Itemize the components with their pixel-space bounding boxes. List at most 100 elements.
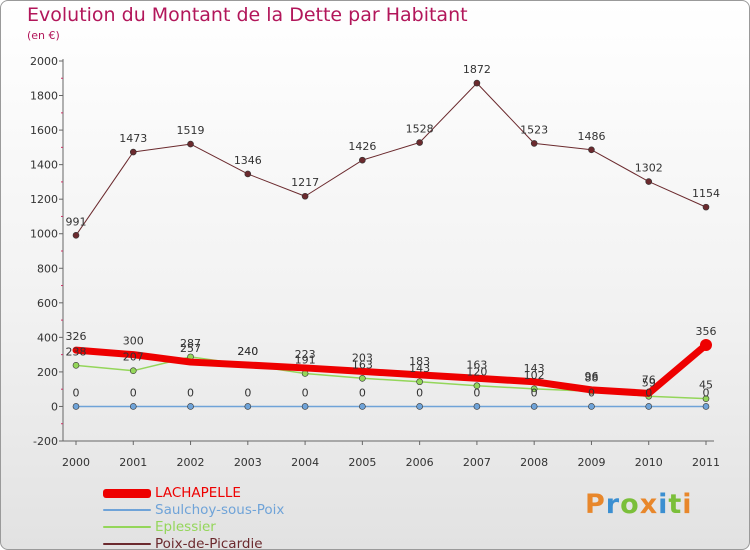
data-label-saulchoy-sous-poix: 0	[187, 386, 194, 399]
data-label-lachapelle: 76	[642, 373, 656, 386]
logo-letter: i	[658, 489, 669, 520]
data-point-poix-de-picardie	[473, 79, 481, 87]
data-label-poix-de-picardie: 1154	[692, 187, 720, 200]
data-point-saulchoy-sous-poix	[129, 403, 137, 410]
data-label-lachapelle: 356	[696, 325, 717, 338]
data-label-eplessier: 287	[180, 337, 201, 350]
data-point-eplessier	[530, 385, 538, 393]
data-label-eplessier: 59	[642, 376, 656, 389]
data-label-poix-de-picardie: 1426	[348, 140, 376, 153]
data-point-poix-de-picardie	[359, 156, 366, 164]
data-point-poix-de-picardie	[129, 148, 137, 156]
data-label-saulchoy-sous-poix: 0	[588, 386, 595, 399]
data-label-eplessier: 143	[409, 362, 430, 375]
data-label-lachapelle: 223	[295, 348, 316, 361]
data-label-lachapelle: 203	[352, 351, 373, 364]
data-label-lachapelle: 326	[66, 330, 87, 343]
data-point-poix-de-picardie	[702, 203, 710, 211]
data-label-saulchoy-sous-poix: 0	[703, 386, 710, 399]
data-label-eplessier: 207	[123, 351, 144, 364]
data-point-saulchoy-sous-poix	[416, 403, 423, 410]
data-label-poix-de-picardie: 1519	[177, 124, 205, 137]
data-label-poix-de-picardie: 1302	[635, 162, 663, 175]
data-label-eplessier: 102	[524, 369, 545, 382]
y-tick-label: 600	[37, 297, 58, 310]
data-label-poix-de-picardie: 1872	[463, 63, 491, 76]
data-label-poix-de-picardie: 991	[66, 215, 87, 228]
x-tick-label: 2008	[520, 456, 548, 469]
y-tick-label: 2000	[30, 55, 58, 68]
data-label-lachapelle: 300	[123, 335, 144, 348]
data-point-saulchoy-sous-poix	[301, 403, 309, 410]
x-tick-label: 2010	[635, 456, 663, 469]
data-point-poix-de-picardie	[645, 178, 653, 185]
data-label-saulchoy-sous-poix: 0	[645, 386, 652, 399]
x-tick-label: 2006	[406, 456, 434, 469]
x-tick-label: 2004	[291, 456, 319, 469]
data-point-poix-de-picardie	[530, 140, 538, 147]
series-line-poix-de-picardie	[75, 82, 707, 236]
data-label-eplessier: 120	[466, 366, 487, 379]
data-label-poix-de-picardie: 1486	[577, 130, 605, 143]
chart-title: Evolution du Montant de la Dette par Hab…	[27, 4, 468, 26]
legend-swatch	[103, 526, 151, 528]
data-label-poix-de-picardie: 1346	[234, 154, 262, 167]
legend-swatch	[103, 488, 151, 498]
data-label-lachapelle: 96	[584, 370, 598, 383]
x-tick-label: 2007	[463, 456, 491, 469]
data-label-eplessier: 238	[66, 345, 87, 358]
legend-label: LACHAPELLE	[155, 485, 241, 501]
y-tick-label: 800	[37, 262, 58, 275]
data-point-saulchoy-sous-poix	[244, 403, 252, 410]
data-point-saulchoy-sous-poix	[645, 403, 653, 410]
legend-swatch	[103, 543, 151, 545]
x-tick-label: 2005	[348, 456, 376, 469]
data-point-saulchoy-sous-poix	[359, 403, 366, 410]
data-label-poix-de-picardie: 1523	[520, 123, 548, 136]
data-label-saulchoy-sous-poix: 0	[302, 386, 309, 399]
x-tick-label: 2011	[692, 456, 720, 469]
data-label-eplessier: 163	[352, 358, 373, 371]
data-label-lachapelle: 163	[466, 358, 487, 371]
y-tick-label: -200	[33, 435, 58, 448]
data-point-poix-de-picardie	[72, 231, 80, 239]
logo-letter: r	[605, 489, 621, 520]
data-point-saulchoy-sous-poix	[588, 403, 595, 410]
data-label-lachapelle: 257	[180, 342, 201, 355]
y-tick-label: 1800	[30, 90, 58, 103]
data-label-poix-de-picardie: 1473	[119, 132, 147, 145]
y-tick-label: 1200	[30, 193, 58, 206]
legend-label: Saulchoy-sous-Poix	[155, 502, 285, 518]
y-tick-label: 400	[37, 331, 58, 344]
data-label-eplessier: 191	[295, 353, 316, 366]
data-label-eplessier: 45	[699, 379, 713, 392]
data-label-saulchoy-sous-poix: 0	[359, 386, 366, 399]
data-point-saulchoy-sous-poix	[473, 403, 481, 410]
data-point-poix-de-picardie	[187, 140, 194, 148]
data-point-saulchoy-sous-poix	[72, 403, 80, 410]
x-tick-label: 2001	[119, 456, 147, 469]
y-tick-label: 200	[37, 366, 58, 379]
y-tick-label: 1600	[30, 124, 58, 137]
legend-label: Eplessier	[155, 519, 216, 535]
legend-swatch	[103, 509, 151, 511]
data-label-poix-de-picardie: 1217	[291, 176, 319, 189]
data-point-poix-de-picardie	[416, 139, 423, 146]
data-label-saulchoy-sous-poix: 0	[531, 386, 538, 399]
data-point-poix-de-picardie	[301, 192, 309, 200]
data-point-eplessier	[702, 395, 710, 402]
data-label-saulchoy-sous-poix: 0	[416, 386, 423, 399]
data-point-lachapelle	[700, 338, 712, 351]
data-point-eplessier	[416, 378, 423, 386]
x-tick-label: 2002	[177, 456, 205, 469]
data-label-eplessier: 88	[584, 371, 598, 384]
x-tick-label: 2000	[62, 456, 90, 469]
data-label-saulchoy-sous-poix: 0	[73, 386, 80, 399]
data-label-saulchoy-sous-poix: 0	[130, 386, 137, 399]
y-tick-label: 0	[51, 400, 58, 413]
legend-label: Poix-de-Picardie	[155, 536, 263, 550]
data-label-lachapelle: 143	[524, 362, 545, 375]
data-point-poix-de-picardie	[244, 170, 252, 178]
x-tick-label: 2009	[577, 456, 605, 469]
